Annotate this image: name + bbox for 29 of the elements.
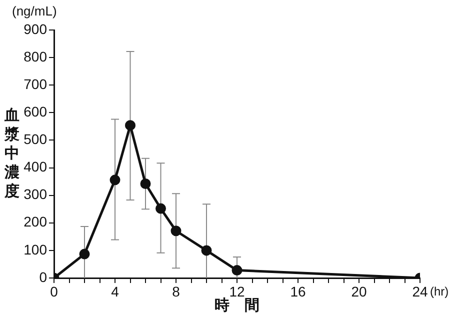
y-tick-label: 400: [24, 158, 48, 175]
y-tick-label: 100: [24, 241, 48, 258]
point: [232, 265, 242, 276]
y-tick-label: 500: [24, 131, 48, 148]
x-tick-label: 12: [229, 283, 245, 300]
y-tick-label: 300: [24, 186, 48, 202]
y-tick-label: 700: [24, 76, 48, 92]
y-tick-label: 0: [39, 268, 48, 285]
y-tick-label: 200: [24, 214, 48, 230]
point: [170, 226, 182, 236]
x-tick-label: 24: [412, 283, 428, 300]
text: (hr): [430, 284, 449, 298]
point: [79, 248, 90, 260]
x-tick-label: 4: [111, 283, 120, 300]
point: [201, 245, 212, 256]
point: [140, 178, 151, 190]
x-tick-label: 16: [290, 283, 306, 300]
x-tick-label: 0: [50, 283, 58, 300]
y-tick-label: 800: [24, 48, 48, 64]
x-tick-label: 8: [172, 283, 180, 300]
point: [156, 203, 166, 214]
x-tick-label: 20: [351, 283, 367, 300]
point: [110, 174, 120, 186]
y-tick-label: 600: [24, 104, 48, 120]
y-axis-title: 血漿中濃度: [4, 107, 20, 200]
text: (ng/mL): [12, 4, 57, 19]
point: [125, 120, 136, 131]
y-tick-label: 900: [24, 20, 48, 37]
x-axis-title: 時 間: [214, 297, 260, 314]
